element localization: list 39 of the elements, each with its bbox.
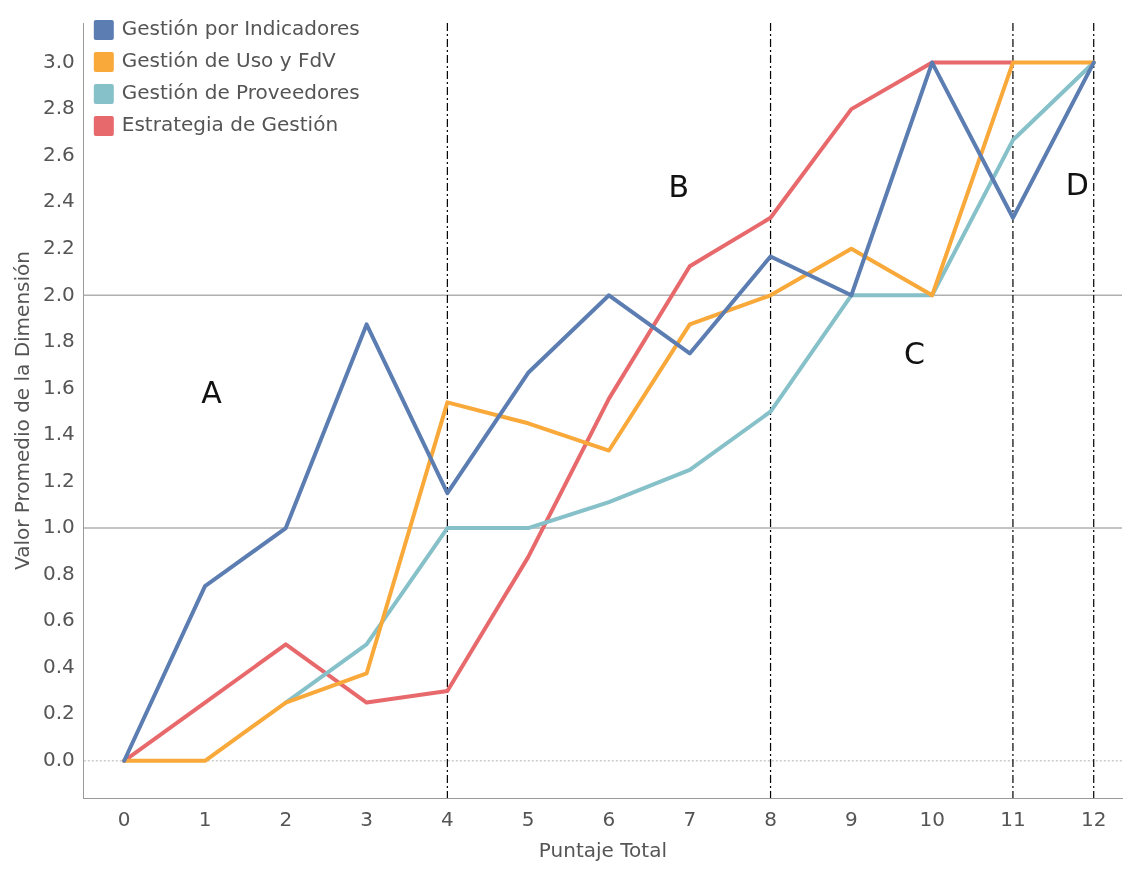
y-tick-label: 2.8 xyxy=(42,95,75,120)
legend-label: Gestión por Indicadores xyxy=(121,16,360,41)
y-tick-label: 3.0 xyxy=(42,48,75,73)
x-axis-title: Puntaje Total xyxy=(538,838,667,863)
y-tick-label: 0.8 xyxy=(42,560,75,585)
y-tick-label: 0.0 xyxy=(42,746,75,771)
annotation: D xyxy=(1065,167,1089,203)
y-tick-label: 2.2 xyxy=(42,234,75,259)
legend-label: Gestión de Uso y FdV xyxy=(121,48,337,73)
y-tick-label: 0.6 xyxy=(42,607,75,632)
x-tick-label: 5 xyxy=(521,807,535,832)
y-tick-label: 2.4 xyxy=(42,188,75,213)
y-axis-title: Valor Promedio de la Dimensión xyxy=(10,251,35,570)
y-tick-label: 1.4 xyxy=(42,421,75,446)
x-tick-label: 8 xyxy=(764,807,777,832)
x-tick-label: 11 xyxy=(1000,807,1026,832)
y-tick-label: 1.8 xyxy=(42,328,75,353)
y-tick-label: 2.0 xyxy=(42,281,75,306)
annotation: C xyxy=(903,336,925,372)
y-tick-label: 1.2 xyxy=(42,467,75,492)
x-tick-label: 0 xyxy=(117,807,131,832)
y-tick-label: 1.6 xyxy=(42,374,75,399)
y-tick-label: 1.0 xyxy=(42,514,75,539)
y-tick-label: 2.6 xyxy=(42,141,75,166)
y-tick-label: 0.4 xyxy=(42,653,75,678)
x-tick-label: 1 xyxy=(198,807,212,832)
x-tick-label: 12 xyxy=(1081,807,1107,832)
annotation: A xyxy=(201,374,223,410)
y-tick-label: 0.2 xyxy=(42,700,75,725)
x-tick-label: 6 xyxy=(602,807,616,832)
x-tick-label: 2 xyxy=(279,807,293,832)
x-tick-label: 3 xyxy=(360,807,373,832)
legend-label: Gestión de Proveedores xyxy=(121,80,360,105)
annotation: B xyxy=(668,169,689,205)
legend-label: Estrategia de Gestión xyxy=(121,112,339,137)
x-tick-label: 7 xyxy=(683,807,697,832)
x-tick-label: 4 xyxy=(441,807,454,832)
x-tick-label: 10 xyxy=(919,807,945,832)
x-tick-label: 9 xyxy=(844,807,858,832)
